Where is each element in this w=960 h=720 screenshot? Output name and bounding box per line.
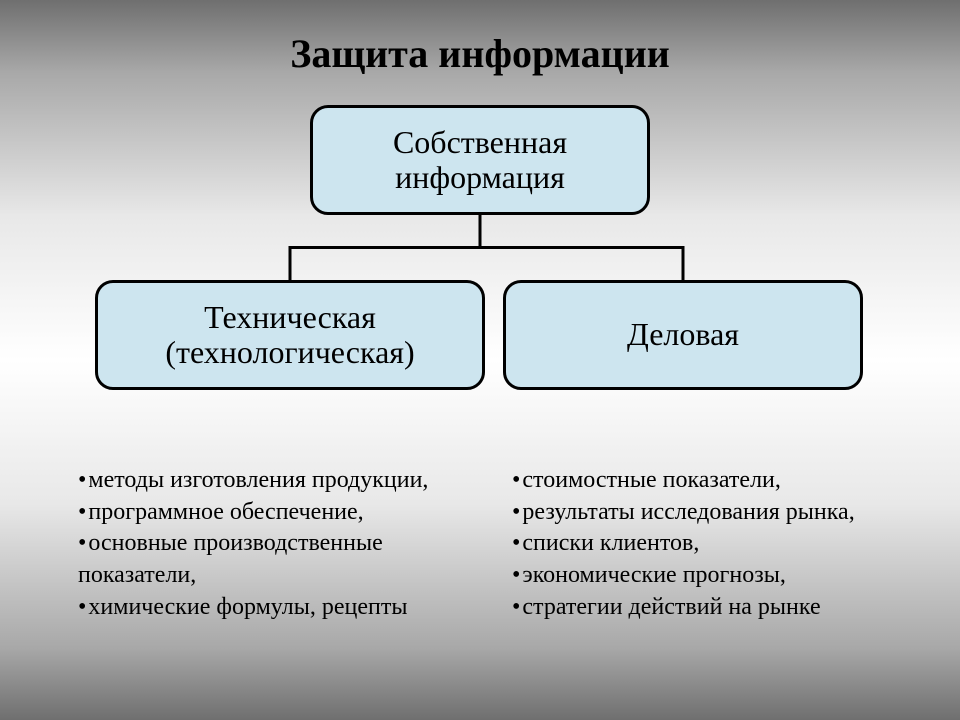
list-item: программное обеспечение, — [78, 497, 498, 529]
tree-node-right-label: Деловая — [627, 317, 739, 352]
list-item: стоимостные показатели, — [512, 465, 942, 497]
list-item: основные производственные показатели, — [78, 528, 498, 591]
tree-node-right: Деловая — [503, 280, 863, 390]
tree-node-root-label: Собственнаяинформация — [393, 125, 567, 195]
tree-node-root: Собственнаяинформация — [310, 105, 650, 215]
page-title: Защита информации — [0, 30, 960, 77]
bullet-list-left: методы изготовления продукции,программно… — [78, 465, 498, 623]
list-item: методы изготовления продукции, — [78, 465, 498, 497]
tree-node-left-label: Техническая(технологическая) — [165, 300, 414, 370]
bullet-list-right: стоимостные показатели,результаты исслед… — [512, 465, 942, 623]
list-item: экономические прогнозы, — [512, 560, 942, 592]
list-item: списки клиентов, — [512, 528, 942, 560]
tree-node-left: Техническая(технологическая) — [95, 280, 485, 390]
list-item: химические формулы, рецепты — [78, 592, 498, 624]
list-item: стратегии действий на рынке — [512, 592, 942, 624]
list-item: результаты исследования рынка, — [512, 497, 942, 529]
